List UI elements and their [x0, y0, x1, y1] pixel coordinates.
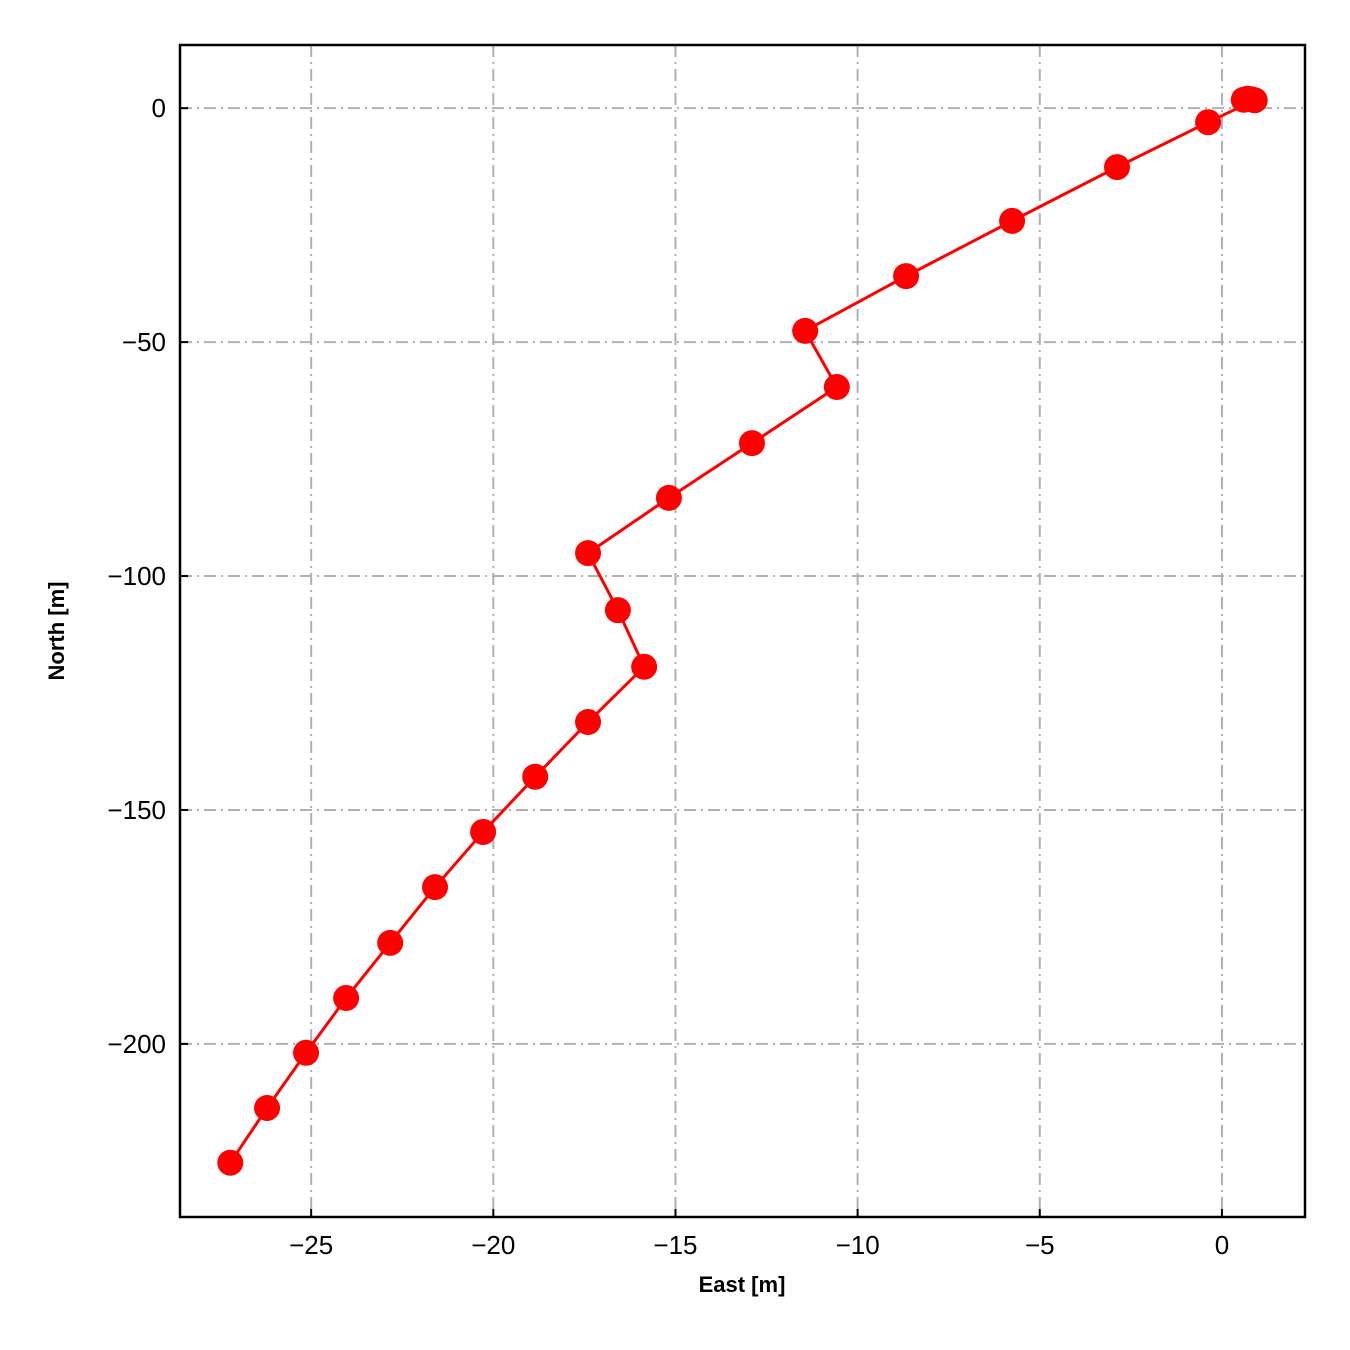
x-axis-label: East [m]: [699, 1272, 786, 1297]
y-tick-label: −50: [122, 327, 166, 357]
point-marker: [1104, 154, 1131, 181]
x-tick-label: −20: [471, 1230, 515, 1260]
point-marker: [422, 874, 449, 901]
point-marker: [823, 374, 850, 401]
point-marker: [631, 653, 658, 680]
point-marker: [738, 430, 765, 457]
point-marker: [792, 317, 819, 344]
y-tick-label: −200: [107, 1029, 166, 1059]
y-tick-label: 0: [152, 93, 166, 123]
point-marker: [522, 763, 549, 790]
x-tick-label: −25: [289, 1230, 333, 1260]
point-marker: [999, 207, 1026, 234]
point-marker: [575, 708, 602, 735]
x-tick-label: −15: [653, 1230, 697, 1260]
point-marker: [293, 1039, 320, 1066]
point-marker: [575, 540, 602, 567]
point-marker: [377, 929, 404, 956]
y-axis-label: North [m]: [44, 582, 69, 681]
point-marker: [254, 1094, 281, 1121]
y-tick-label: −150: [107, 795, 166, 825]
point-marker: [655, 484, 682, 511]
point-marker: [217, 1149, 244, 1176]
point-marker: [1195, 109, 1222, 136]
y-tick-label: −100: [107, 561, 166, 591]
x-tick-label: −5: [1025, 1230, 1055, 1260]
x-tick-label: −10: [836, 1230, 880, 1260]
track-line: [229, 97, 1260, 1164]
point-marker: [1241, 87, 1268, 114]
point-marker: [470, 818, 497, 845]
point-marker: [604, 597, 631, 624]
plot-frame: [178, 43, 1307, 1219]
point-marker: [893, 263, 920, 290]
point-marker: [333, 985, 360, 1012]
x-tick-label: 0: [1215, 1230, 1229, 1260]
